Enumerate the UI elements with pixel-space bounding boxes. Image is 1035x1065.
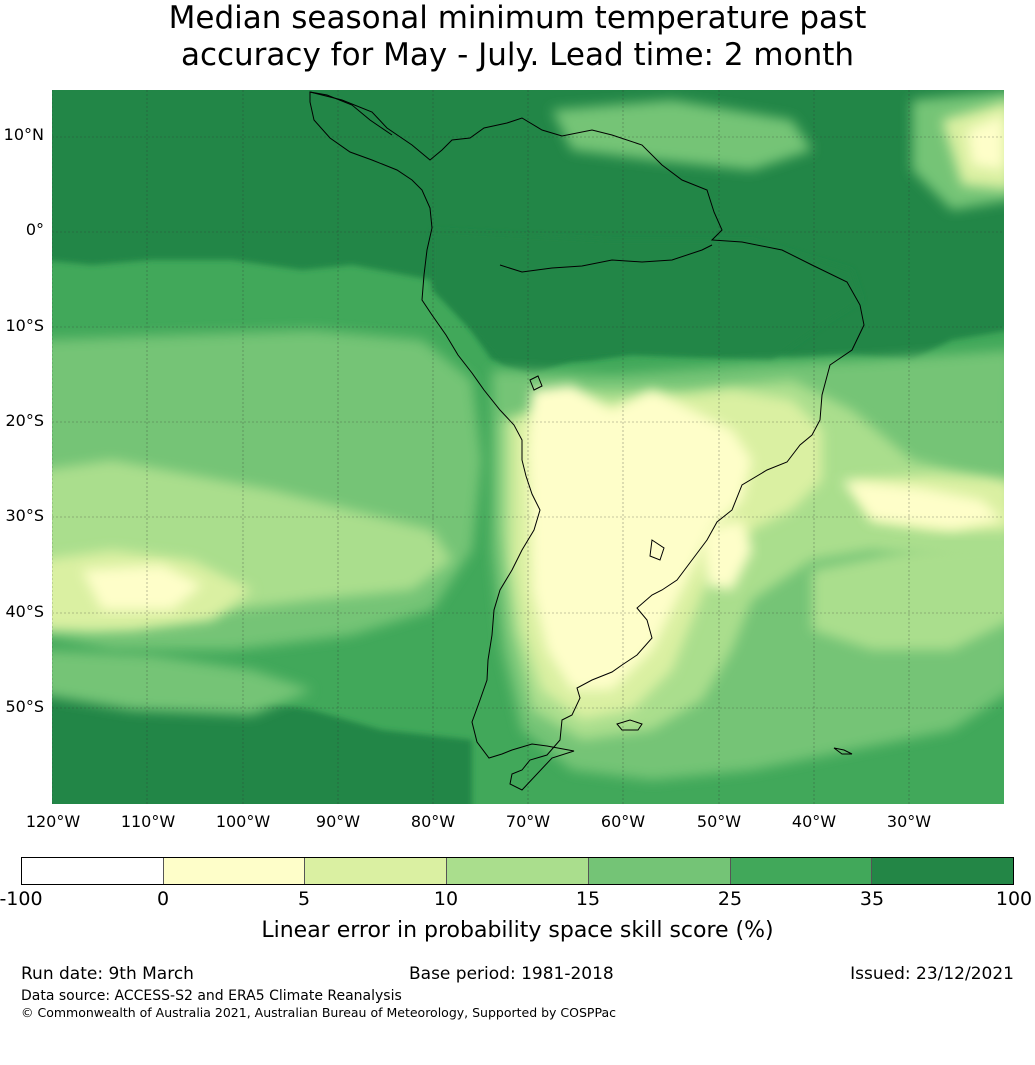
pale-green-east-ocean [812,540,1004,650]
colorbar-segment-3 [305,858,448,884]
pale-yellow-east-ocean [842,480,1002,530]
colorbar-segment-6 [730,858,873,884]
falklands [616,719,643,731]
data-source: Data source: ACCESS-S2 and ERA5 Climate … [21,988,402,1004]
pale-yellow-ne [967,115,1004,170]
pale-yellow-interior [527,385,752,690]
lat-label-10s: 10°S [5,316,44,335]
dark-continent-north [432,230,862,375]
lat-label-40s: 40°S [5,602,44,621]
colorbar-tick-35: 35 [859,888,885,910]
lagoa-dos-patos [649,539,665,561]
run-date: Run date: 9th March [21,964,194,984]
colorbar-label: Linear error in probability space skill … [261,918,774,943]
lon-label-40w: 40°W [791,812,837,831]
lon-label-100w: 100°W [215,812,271,831]
mid-green-north-ocean [552,100,812,170]
colorbar-tick-100: 100 [995,888,1033,910]
lat-label-0: 0° [25,220,44,239]
lat-label-20s: 20°S [5,411,44,430]
copyright: © Commonwealth of Australia 2021, Austra… [21,1005,616,1020]
gridlines [52,90,1004,804]
lon-label-30w: 30°W [886,812,932,831]
coastline-south-america [309,91,865,791]
mid-green-sw [52,650,312,715]
south-georgia [833,747,853,755]
colorbar-segment-1 [22,858,164,884]
lon-label-120w: 120°W [25,812,81,831]
colorbar [21,857,1014,885]
colorbar-segment-7 [872,858,1014,884]
pale-yellow-west-ocean [82,565,202,610]
lon-label-50w: 50°W [696,812,742,831]
colorbar-tick-0: 0 [156,888,170,910]
lon-label-80w: 80°W [410,812,456,831]
colorbar-segment-4 [447,858,589,884]
colorbar-segment-2 [163,858,306,884]
colorbar-tick-10: 10 [433,888,459,910]
lon-label-90w: 90°W [315,812,361,831]
lake-titicaca [529,375,543,391]
lat-label-30s: 30°S [5,506,44,525]
map-canvas [52,90,1004,804]
colorbar-tick-25: 25 [717,888,743,910]
central-america-coast [309,91,393,136]
issued-date: Issued: 23/12/2021 [850,964,1014,984]
title-line-1: Median seasonal minimum temperature past [168,0,867,36]
base-period: Base period: 1981-2018 [409,964,614,984]
lon-label-110w: 110°W [120,812,176,831]
colorbar-segment-5 [588,858,731,884]
title-line-2: accuracy for May - July. Lead time: 2 mo… [180,37,855,73]
lon-label-60w: 60°W [600,812,646,831]
chart-title: Median seasonal minimum temperature past… [0,0,1035,74]
lon-label-70w: 70°W [505,812,551,831]
skill-map [52,90,1004,804]
lat-label-10n: 10°N [3,125,44,144]
lat-label-50s: 50°S [5,697,44,716]
amazon-river [499,244,713,273]
colorbar-tick-neg100: -100 [0,888,43,910]
colorbar-tick-5: 5 [297,888,311,910]
colorbar-tick-15: 15 [575,888,601,910]
pale-yellow-patch-ocean [702,520,752,590]
